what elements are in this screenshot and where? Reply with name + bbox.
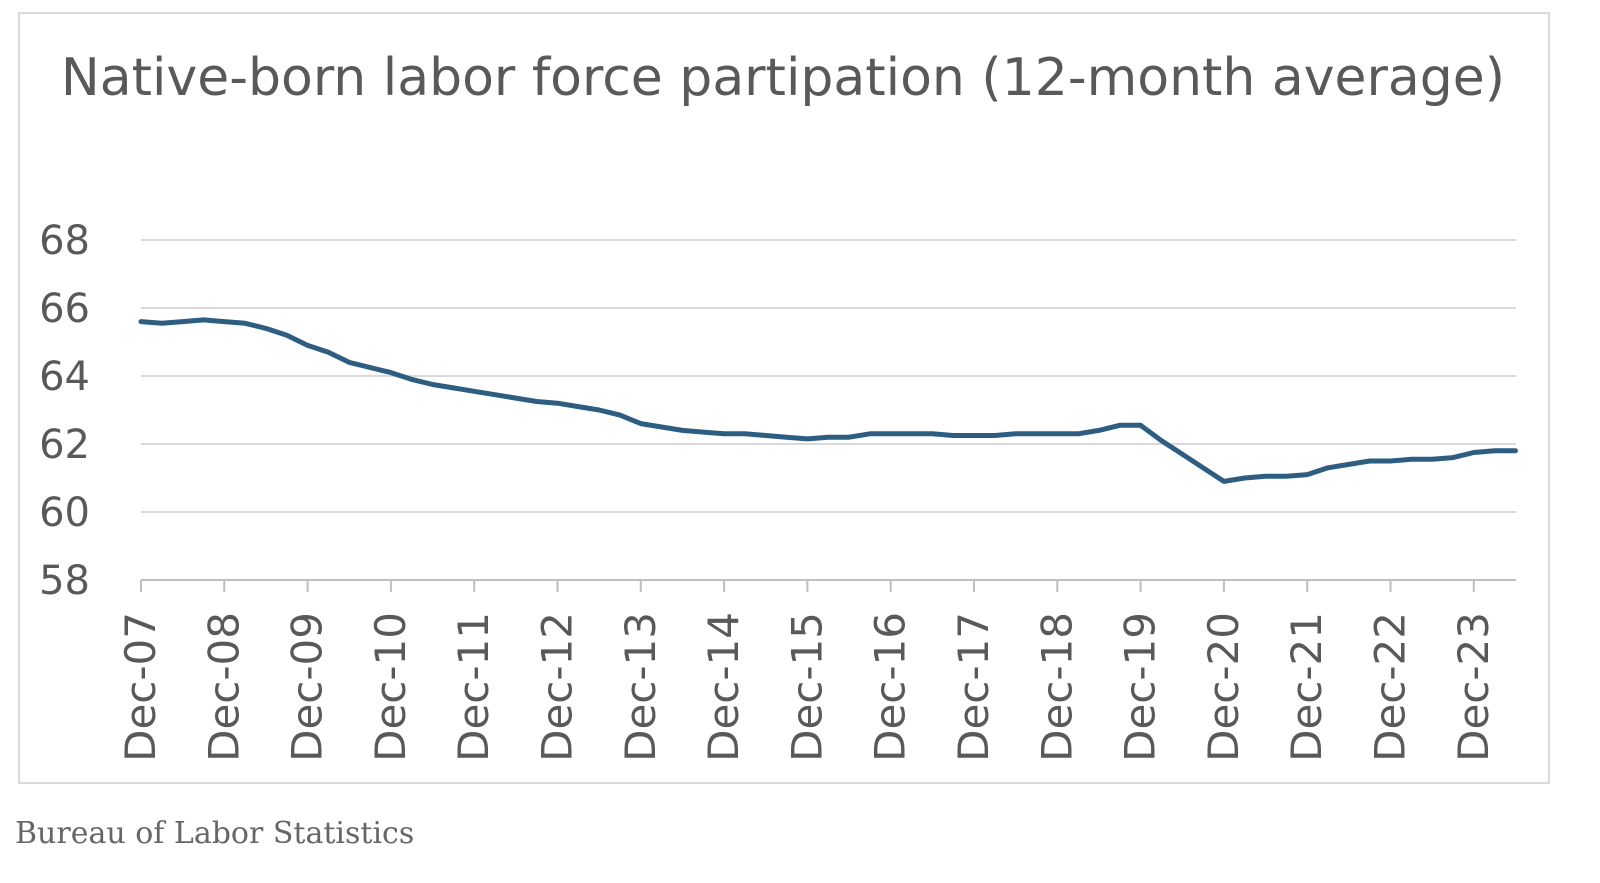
y-tick-label: 60	[39, 490, 90, 536]
x-tick-label: Dec-19	[1116, 612, 1165, 762]
x-tick-label: Dec-16	[866, 612, 915, 762]
x-axis: Dec-07 Dec-08 Dec-09 Dec-10 Dec-11 Dec-12 Dec-…	[116, 579, 1516, 762]
y-tick-label: 64	[39, 354, 90, 400]
x-tick-label: Dec-08	[199, 612, 248, 762]
x-tick-label: Dec-11	[449, 612, 498, 762]
series-line	[138, 317, 1518, 484]
y-tick-label: 62	[39, 422, 90, 468]
y-axis-ticks: 58 60 62 64 66 68	[39, 218, 90, 604]
x-tick-label: Dec-10	[366, 612, 415, 762]
x-tick-label: Dec-17	[949, 612, 998, 762]
gridlines	[141, 239, 1516, 513]
y-tick-label: 68	[39, 218, 90, 264]
source-caption: Bureau of Labor Statistics	[15, 816, 415, 851]
x-tick-label: Dec-07	[116, 612, 165, 762]
y-tick-label: 58	[39, 558, 90, 604]
x-tick-label: Dec-09	[283, 612, 332, 762]
x-tick-label: Dec-14	[699, 612, 748, 762]
chart-title: Native-born labor force partipation (12-…	[60, 48, 1506, 108]
x-tick-label: Dec-15	[782, 612, 831, 762]
chart-frame	[18, 12, 1550, 784]
x-tick-label: Dec-22	[1366, 612, 1415, 762]
x-tick-label: Dec-23	[1449, 612, 1498, 762]
x-tick-label: Dec-13	[616, 612, 665, 762]
x-tick-label: Dec-20	[1199, 612, 1248, 762]
y-tick-label: 66	[39, 286, 90, 332]
series-layer	[138, 317, 1518, 484]
x-tick-label: Dec-21	[1282, 612, 1331, 762]
x-tick-label: Dec-12	[533, 612, 582, 762]
x-tick-label: Dec-18	[1032, 612, 1081, 762]
